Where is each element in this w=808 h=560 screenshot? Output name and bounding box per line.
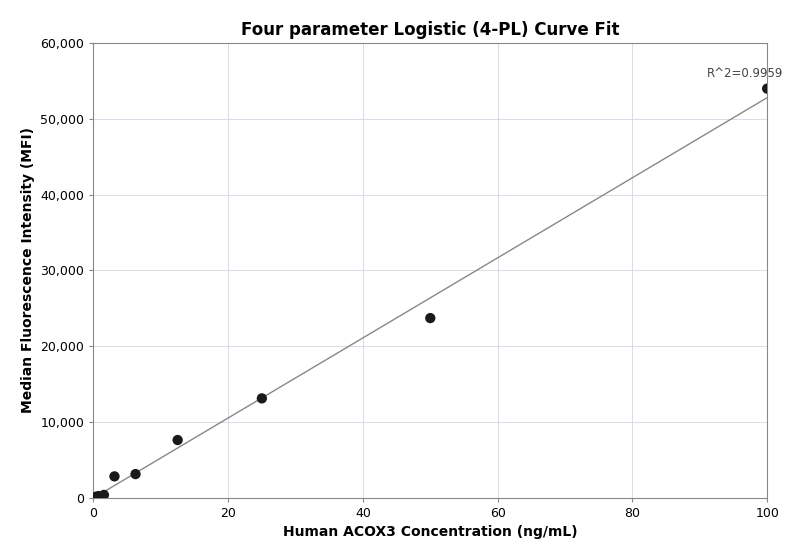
Point xyxy=(129,470,142,479)
Text: R^2=0.9959: R^2=0.9959 xyxy=(706,67,783,80)
Point xyxy=(92,492,105,501)
Point xyxy=(255,394,268,403)
Y-axis label: Median Fluorescence Intensity (MFI): Median Fluorescence Intensity (MFI) xyxy=(21,127,35,413)
Point xyxy=(760,84,773,93)
Point xyxy=(98,491,111,500)
Point xyxy=(171,436,184,445)
X-axis label: Human ACOX3 Concentration (ng/mL): Human ACOX3 Concentration (ng/mL) xyxy=(283,525,578,539)
Point xyxy=(90,492,103,501)
Point xyxy=(108,472,121,481)
Point xyxy=(424,314,437,323)
Title: Four parameter Logistic (4-PL) Curve Fit: Four parameter Logistic (4-PL) Curve Fit xyxy=(241,21,620,39)
